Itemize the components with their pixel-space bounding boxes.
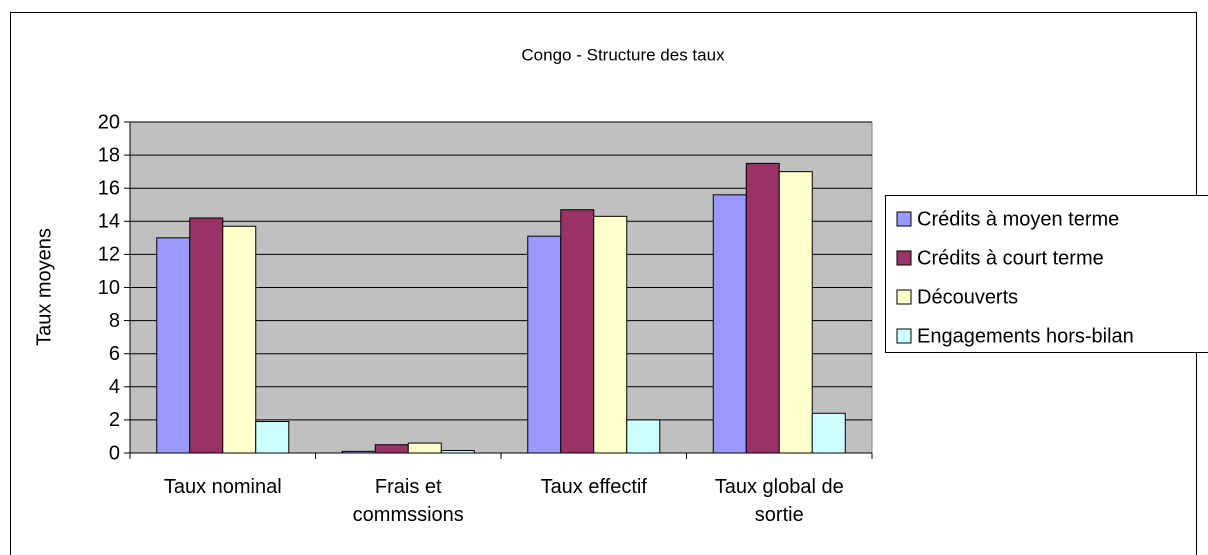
bar (593, 215, 628, 454)
y-tick-label: 20 (98, 111, 120, 133)
x-tick-label: Frais et commssions (352, 476, 464, 526)
bar (626, 419, 661, 454)
chart-title: Congo - Structure des taux (521, 45, 725, 64)
legend-swatch (896, 328, 912, 344)
bar (222, 225, 257, 454)
legend-box (885, 195, 1208, 353)
y-tick-label: 6 (109, 343, 120, 365)
bar (560, 209, 595, 454)
y-tick-label: 18 (98, 144, 120, 166)
bar (712, 194, 747, 454)
y-tick-label: 2 (109, 409, 120, 431)
x-tick-label: Taux nominal (163, 476, 282, 498)
bar (778, 171, 813, 454)
x-tick-label: Taux effectif (540, 476, 647, 498)
y-tick-label: 0 (109, 442, 120, 464)
legend-label: Découverts (917, 286, 1018, 308)
legend-swatch (896, 289, 912, 305)
y-tick-label: 14 (98, 211, 120, 233)
x-tick-label: Taux global de sortie (714, 476, 844, 526)
y-tick-label: 12 (98, 244, 120, 266)
bar (189, 217, 224, 454)
y-tick-label: 4 (109, 376, 120, 398)
legend-label: Crédits à court terme (917, 247, 1104, 269)
bar (745, 162, 780, 454)
bar (156, 237, 191, 454)
bar (407, 442, 442, 454)
y-tick-label: 8 (109, 310, 120, 332)
legend-swatch (896, 250, 912, 266)
legend-label: Crédits à moyen terme (917, 208, 1119, 230)
legend-swatch (896, 211, 912, 227)
bar (374, 444, 409, 454)
bar (527, 235, 562, 454)
y-tick-label: 16 (98, 177, 120, 199)
bar (255, 421, 290, 454)
y-tick-label: 10 (98, 277, 120, 299)
legend-label: Engagements hors-bilan (917, 325, 1134, 347)
y-axis-label: Taux moyens (33, 228, 55, 346)
bar (811, 412, 846, 454)
